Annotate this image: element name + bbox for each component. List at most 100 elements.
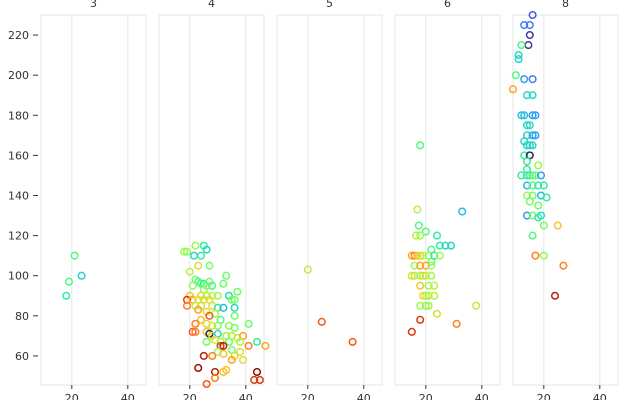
scatter-point	[553, 221, 562, 230]
facets: 3 20 40 4 20 40 5 20 40 6 20 40 8 20 40	[40, 0, 619, 400]
scatter-point	[407, 271, 416, 280]
scatter-point	[528, 111, 537, 120]
scatter-point	[210, 373, 220, 383]
scatter-point	[70, 251, 79, 260]
scatter-point	[255, 375, 264, 385]
x-tick-label: 40	[121, 392, 135, 400]
scatter-point	[522, 181, 532, 190]
scatter-point	[244, 319, 253, 328]
x-tick-label: 20	[537, 392, 551, 400]
scatter-point	[542, 193, 551, 202]
scatter-point	[244, 341, 253, 350]
scatter-point	[517, 171, 526, 180]
scatter-point	[522, 211, 532, 220]
scatter-point	[227, 295, 236, 304]
scatter-point	[77, 271, 86, 280]
scatter-point	[196, 315, 206, 324]
scatter-point	[531, 111, 540, 120]
scatter-point	[188, 281, 197, 290]
scatter-point	[407, 327, 416, 336]
scatter-point	[194, 305, 203, 314]
scatter-point	[191, 241, 200, 250]
scatter-point	[531, 171, 540, 180]
scatter-point	[528, 91, 537, 100]
scatter-point	[410, 251, 419, 260]
scatter-point	[64, 277, 74, 286]
scatter-point	[520, 20, 529, 30]
scatter-point	[213, 291, 222, 300]
facet-label: 4	[208, 0, 215, 10]
x-tick-label: 20	[65, 392, 79, 400]
scatter-point	[528, 231, 537, 240]
facet-panel-4: 4 20 40	[158, 0, 270, 400]
scatter-point	[213, 321, 222, 330]
scatter-point	[185, 267, 194, 276]
scatter-point	[430, 291, 439, 300]
scatter-point	[236, 337, 245, 346]
scatter-point	[435, 251, 444, 260]
scatter-point	[62, 291, 71, 300]
scatter-point	[416, 301, 425, 310]
scatter-point	[421, 301, 430, 310]
scatter-point	[208, 351, 217, 360]
scatter-point	[534, 201, 543, 210]
facet-frame	[40, 14, 147, 386]
x-tick-label: 20	[183, 392, 197, 400]
facet-frame	[394, 14, 501, 386]
scatter-point	[525, 20, 534, 30]
scatter-point	[418, 271, 428, 280]
scatter-point	[194, 363, 203, 373]
scatter-point	[261, 341, 270, 350]
scatter-point	[180, 247, 189, 256]
scatter-point	[458, 207, 467, 216]
scatter-point	[411, 231, 421, 240]
scatter-point	[303, 265, 312, 274]
scatter-point	[421, 261, 430, 270]
scatter-point	[219, 279, 228, 288]
x-tick-label: 40	[239, 392, 253, 400]
scatter-point	[230, 303, 239, 312]
scatter-point	[559, 261, 568, 270]
scatter-point	[208, 281, 217, 290]
facet-panel-5: 5 20 40	[276, 0, 383, 400]
scatter-point	[514, 55, 523, 64]
scatter-point	[252, 337, 262, 346]
scatter-point	[528, 171, 537, 180]
scatter-point	[202, 245, 211, 254]
y-tick-label: 120	[8, 230, 29, 243]
x-tick-label: 20	[301, 392, 315, 400]
scatter-point	[194, 261, 203, 270]
scatter-point	[424, 301, 433, 310]
scatter-point	[421, 291, 430, 300]
facet-label: 5	[326, 0, 333, 10]
y-tick-label: 180	[8, 109, 29, 122]
facet-label: 3	[90, 0, 97, 10]
scatter-point	[539, 181, 548, 190]
scatter-point	[414, 221, 423, 230]
scatter-point	[534, 213, 543, 222]
scatter-point	[452, 319, 461, 328]
scatter-point	[196, 251, 206, 260]
scatter-point	[520, 111, 529, 120]
scatter-point	[517, 111, 526, 120]
scatter-point	[410, 271, 419, 280]
scatter-point	[508, 85, 518, 94]
scatter-point	[424, 251, 433, 260]
facet-label: 8	[562, 0, 569, 10]
scatter-point	[435, 241, 444, 250]
scatter-point	[416, 261, 425, 270]
scatter-point	[524, 41, 533, 50]
scatter-point	[416, 315, 425, 324]
scatter-point	[539, 221, 548, 230]
scatter-point	[219, 349, 228, 358]
scatter-point	[525, 197, 534, 206]
scatter-point	[525, 171, 534, 180]
scatter-point	[182, 301, 192, 310]
scatter-point	[219, 367, 228, 377]
scatter-point	[539, 251, 548, 260]
scatter-point	[348, 337, 357, 346]
scatter-point	[219, 303, 228, 312]
scatter-point	[536, 171, 546, 180]
scatter-point	[224, 337, 234, 346]
